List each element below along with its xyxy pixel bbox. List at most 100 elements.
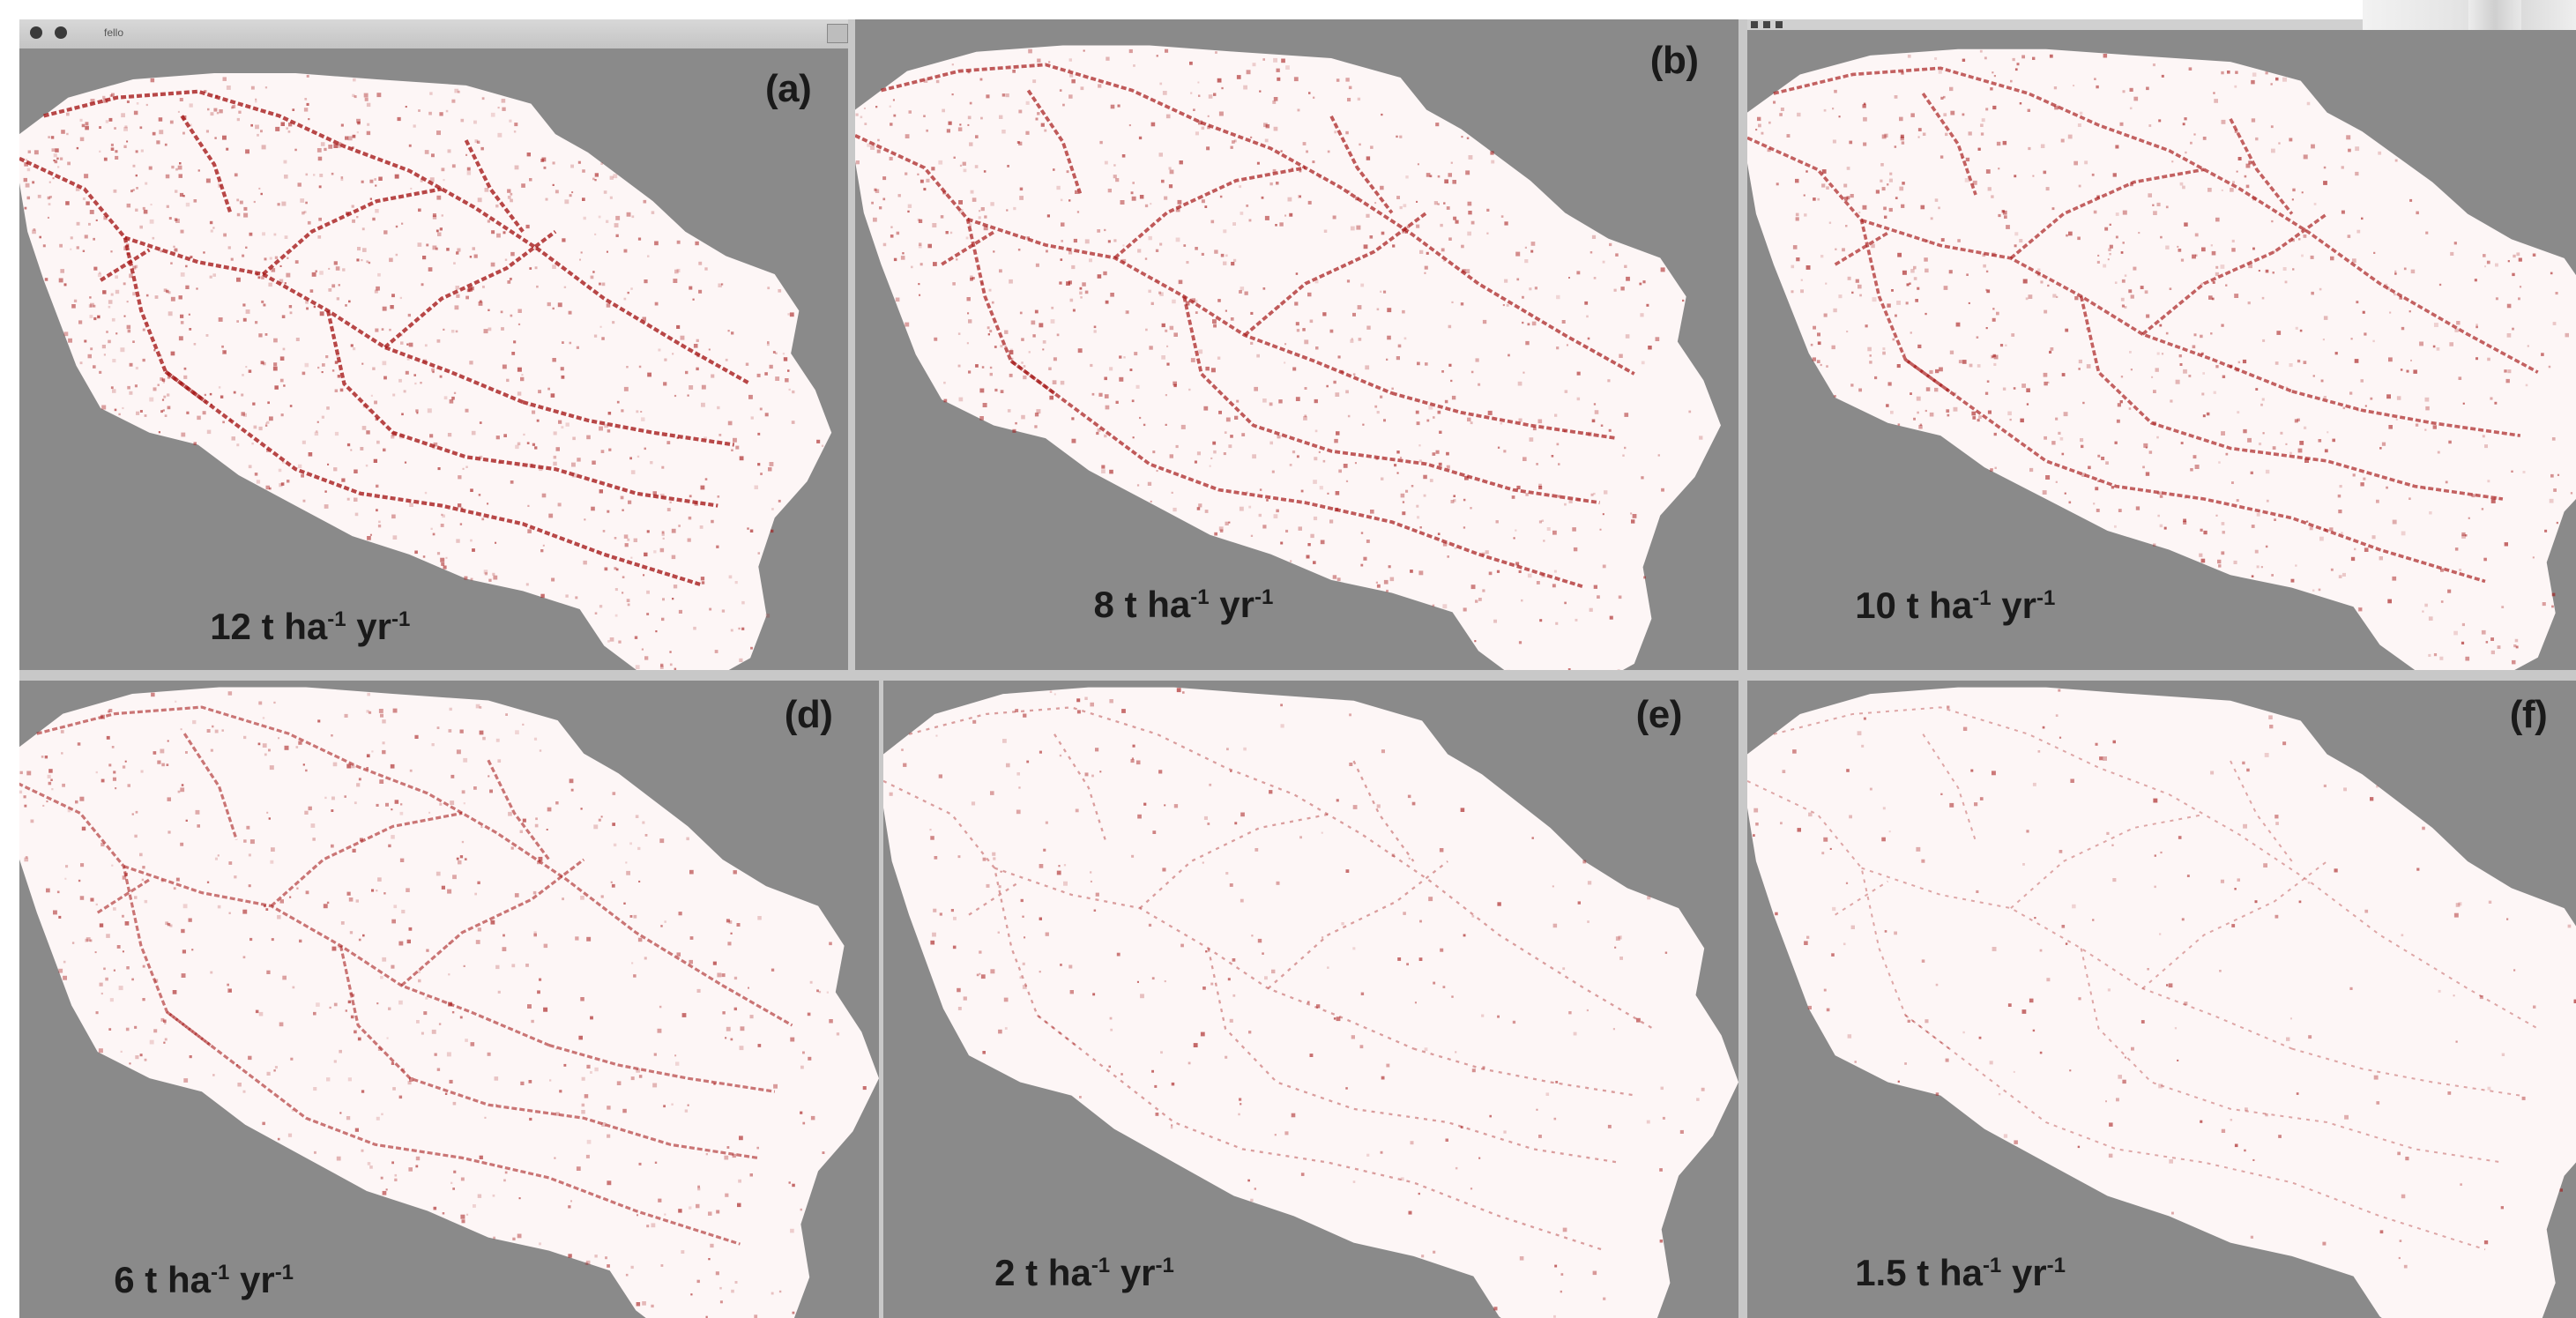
window-restore-icon[interactable]	[55, 26, 67, 39]
erosion-cell	[1497, 446, 1500, 449]
erosion-cell	[58, 915, 62, 919]
erosion-cell	[376, 440, 380, 444]
erosion-cell	[112, 389, 116, 393]
erosion-cell	[264, 424, 268, 427]
erosion-cell	[1461, 136, 1463, 138]
erosion-cell	[310, 823, 316, 828]
erosion-cell	[2532, 253, 2536, 257]
erosion-cell	[1541, 573, 1546, 577]
erosion-cell	[2432, 345, 2436, 348]
erosion-cell	[2154, 854, 2156, 857]
erosion-cell	[510, 480, 514, 484]
erosion-cell	[478, 302, 483, 306]
erosion-cell	[135, 1055, 139, 1060]
erosion-cell	[2021, 383, 2026, 388]
erosion-cell	[2156, 352, 2160, 355]
erosion-cell	[2234, 1143, 2238, 1148]
erosion-cell	[189, 103, 193, 108]
erosion-cell	[1894, 931, 1897, 935]
window-minimize-icon[interactable]	[30, 26, 42, 39]
erosion-cell	[2392, 519, 2397, 525]
erosion-cell	[1962, 58, 1966, 62]
erosion-cell	[870, 145, 875, 150]
erosion-cell	[1156, 470, 1158, 473]
erosion-cell	[1998, 168, 2000, 170]
erosion-cell	[1555, 1081, 1559, 1083]
erosion-cell	[585, 1154, 590, 1158]
erosion-cell	[1214, 249, 1218, 254]
erosion-cell	[1084, 696, 1088, 700]
erosion-cell	[217, 854, 220, 857]
erosion-cell	[1817, 332, 1820, 337]
erosion-cell	[2454, 547, 2459, 551]
erosion-cell	[2292, 188, 2296, 192]
erosion-cell	[450, 1181, 453, 1184]
erosion-cell	[1166, 362, 1170, 366]
erosion-cell	[601, 337, 605, 340]
erosion-cell	[457, 248, 461, 252]
erosion-cell	[84, 174, 89, 179]
erosion-cell	[1969, 363, 1973, 368]
erosion-cell	[1224, 431, 1227, 434]
erosion-cell	[1563, 430, 1567, 433]
erosion-cell	[1546, 527, 1551, 531]
erosion-cell	[367, 692, 370, 696]
erosion-cell	[426, 949, 429, 952]
erosion-cell	[2306, 520, 2309, 523]
erosion-cell	[2244, 175, 2247, 178]
erosion-cell	[1374, 202, 1377, 205]
erosion-cell	[1875, 190, 1880, 194]
erosion-cell	[1940, 238, 1945, 242]
erosion-cell	[659, 838, 665, 844]
erosion-cell	[340, 176, 344, 179]
erosion-cell	[1134, 352, 1138, 356]
erosion-cell	[2289, 363, 2293, 368]
erosion-cell	[1519, 1256, 1524, 1261]
erosion-cell	[2403, 267, 2407, 271]
erosion-cell	[2036, 272, 2041, 277]
erosion-cell	[1200, 1031, 1205, 1037]
erosion-cell	[1659, 1168, 1663, 1172]
erosion-cell	[1961, 157, 1963, 160]
erosion-cell	[1986, 289, 1991, 294]
erosion-cell	[1478, 1157, 1481, 1159]
erosion-cell	[1539, 619, 1543, 622]
erosion-cell	[1173, 332, 1178, 337]
erosion-cell	[654, 1161, 658, 1164]
erosion-cell	[401, 1068, 405, 1072]
erosion-cell	[748, 987, 749, 989]
erosion-cell	[1817, 197, 1820, 201]
erosion-cell	[721, 973, 726, 978]
erosion-cell	[606, 303, 611, 308]
erosion-cell	[537, 860, 541, 865]
erosion-cell	[335, 266, 340, 271]
erosion-cell	[2330, 568, 2334, 571]
erosion-cell	[2109, 244, 2113, 249]
erosion-cell	[704, 436, 707, 441]
erosion-cell	[48, 781, 52, 786]
erosion-cell	[1076, 211, 1080, 213]
erosion-cell	[538, 390, 541, 394]
erosion-cell	[2361, 217, 2364, 220]
erosion-cell	[727, 330, 730, 332]
erosion-cell	[2013, 1070, 2015, 1073]
erosion-cell	[1529, 287, 1532, 291]
window-maximize-button[interactable]	[827, 24, 848, 43]
erosion-cell	[570, 788, 574, 792]
erosion-cell	[526, 153, 531, 157]
erosion-cell	[1303, 416, 1307, 421]
stream-line	[2141, 212, 2328, 336]
erosion-cell	[85, 125, 89, 130]
erosion-cell	[1488, 571, 1493, 576]
erosion-cell	[103, 157, 108, 161]
erosion-cell	[2146, 86, 2149, 91]
erosion-cell	[336, 354, 339, 357]
erosion-cell	[266, 1071, 271, 1076]
erosion-cell	[2154, 885, 2156, 889]
erosion-cell	[255, 101, 257, 103]
erosion-cell	[428, 811, 431, 814]
erosion-cell	[863, 107, 866, 109]
erosion-cell	[361, 227, 365, 231]
erosion-cell	[557, 302, 562, 308]
erosion-cell	[1272, 101, 1277, 104]
